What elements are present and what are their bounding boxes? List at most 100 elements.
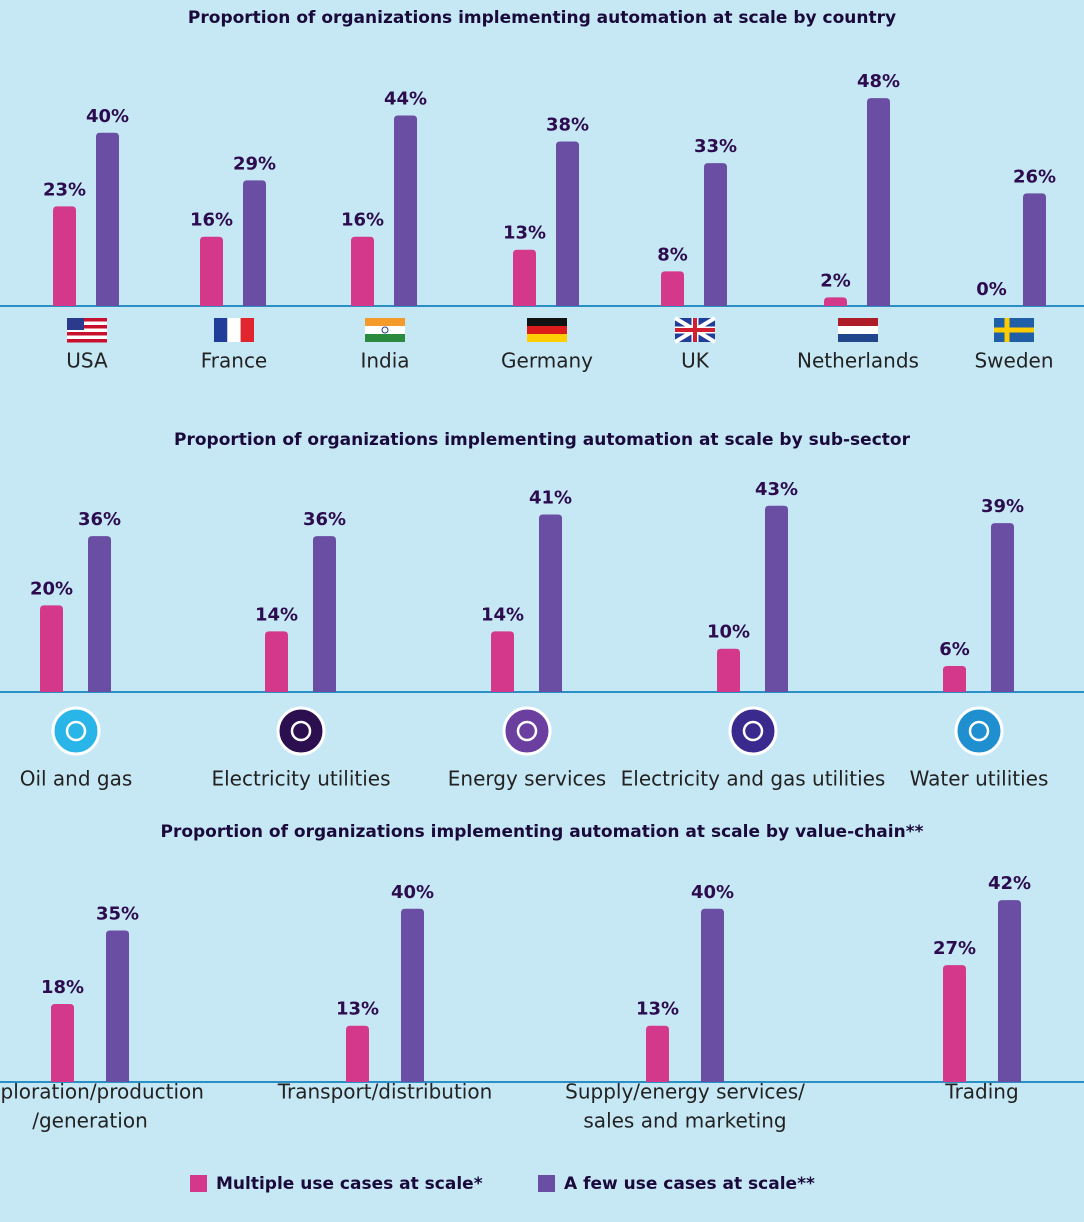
flag-stripe [67, 339, 107, 343]
bar [243, 180, 266, 306]
flag [365, 318, 405, 342]
legend-label: Multiple use cases at scale* [216, 1174, 483, 1194]
value-label: 13% [636, 999, 679, 1020]
category-label: USA [66, 349, 108, 373]
category-label: Transport/distribution [277, 1080, 493, 1104]
bar [346, 1025, 369, 1082]
value-label: 38% [546, 114, 589, 135]
flag [527, 318, 567, 342]
icon-glyph [65, 720, 87, 742]
bar [40, 605, 63, 692]
value-label: 40% [391, 882, 434, 903]
legend-swatch [538, 1175, 555, 1192]
flag-stripe [838, 318, 878, 326]
category-label: France [201, 349, 268, 373]
bar [53, 206, 76, 306]
bar [943, 666, 966, 692]
flag-stripe [67, 318, 107, 322]
legend-swatch [190, 1175, 207, 1192]
bar [998, 900, 1021, 1082]
value-label: 44% [384, 88, 427, 109]
value-label: 13% [336, 999, 379, 1020]
value-label: 0% [976, 279, 1007, 300]
bar [943, 965, 966, 1082]
bar [200, 236, 223, 306]
category-label: /generation [32, 1109, 148, 1133]
value-label: 42% [988, 873, 1031, 894]
flag-cross [994, 318, 1034, 342]
category-label: UK [681, 349, 710, 373]
category-label: Oil and gas [20, 767, 133, 791]
flag-stripe [838, 326, 878, 334]
category-label: Electricity and gas utilities [621, 767, 886, 791]
value-label: 16% [190, 210, 233, 231]
value-label: 10% [707, 622, 750, 643]
bar [313, 536, 336, 692]
bar [1023, 193, 1046, 306]
value-label: 40% [86, 106, 129, 127]
value-label: 48% [857, 71, 900, 92]
flag-stripe [365, 334, 405, 342]
value-label: 20% [30, 578, 73, 599]
bar [646, 1025, 669, 1082]
bar [991, 523, 1014, 692]
icon-glyph [290, 720, 312, 742]
bar [351, 236, 374, 306]
icon [728, 706, 778, 756]
category-label: Supply/energy services/ [565, 1080, 805, 1104]
icon [276, 706, 326, 756]
icon-glyph [516, 720, 538, 742]
bar [96, 132, 119, 306]
bar [556, 141, 579, 306]
chart-title: Proportion of organizations implementing… [160, 822, 923, 842]
flag-stripe [67, 335, 107, 339]
flag-stripe [240, 318, 254, 342]
flag-stripe [67, 328, 107, 332]
value-label: 35% [96, 903, 139, 924]
flag [67, 318, 107, 343]
flag-stripe [838, 334, 878, 342]
category-label: Electricity utilities [211, 767, 390, 791]
category-label: Water utilities [910, 767, 1049, 791]
bar [401, 908, 424, 1082]
bar [265, 631, 288, 692]
flag-wheel [381, 326, 389, 334]
flag-stripe [365, 318, 405, 326]
bar [394, 115, 417, 306]
value-label: 23% [43, 179, 86, 200]
flag-stripe [527, 334, 567, 342]
bar [701, 908, 724, 1082]
flag-stripe [67, 325, 107, 329]
icon-glyph [968, 720, 990, 742]
chart-title: Proportion of organizations implementing… [174, 430, 911, 450]
value-label: 29% [233, 153, 276, 174]
category-label: Trading [944, 1080, 1018, 1104]
bar [824, 297, 847, 306]
value-label: 43% [755, 479, 798, 500]
value-label: 2% [820, 270, 851, 291]
bar [867, 98, 890, 306]
value-label: 13% [503, 223, 546, 244]
bar [106, 930, 129, 1082]
value-label: 14% [255, 604, 298, 625]
flag [994, 318, 1034, 342]
flag-stripe [67, 332, 107, 336]
bar [765, 505, 788, 692]
value-label: 27% [933, 938, 976, 959]
category-label: Netherlands [797, 349, 919, 373]
icon [954, 706, 1004, 756]
bar [717, 648, 740, 692]
bar [51, 1004, 74, 1082]
bar [539, 514, 562, 692]
value-label: 26% [1013, 166, 1056, 187]
flag-stripe [214, 318, 228, 342]
flag-stripe [67, 321, 107, 325]
flag-canton [67, 318, 84, 330]
value-label: 33% [694, 136, 737, 157]
category-label: Sweden [974, 349, 1053, 373]
value-label: 40% [691, 882, 734, 903]
bar [661, 271, 684, 306]
flag-stripe [527, 326, 567, 334]
legend-label: A few use cases at scale** [564, 1174, 815, 1194]
